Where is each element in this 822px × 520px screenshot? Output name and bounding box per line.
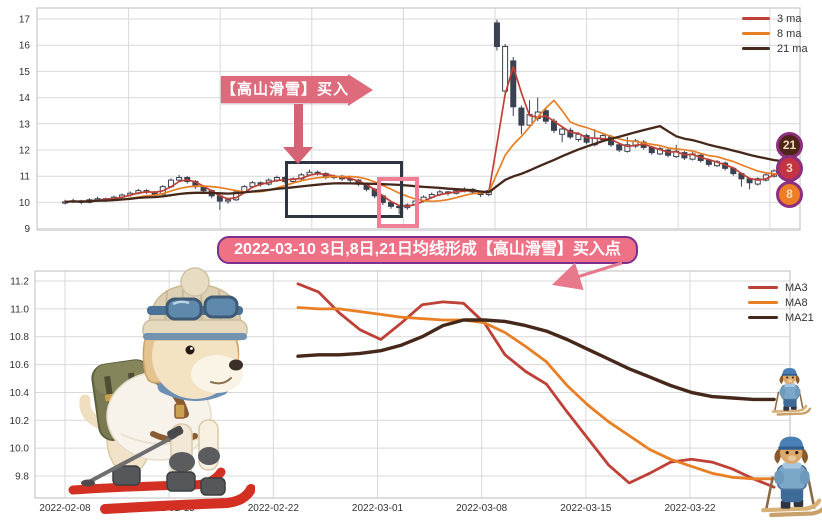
legend-line-swatch xyxy=(748,315,778,320)
top-chart-legend: 3 ma 8 ma 21 ma xyxy=(742,11,808,56)
pixel-skier-icon xyxy=(761,436,822,518)
legend-label: 8 ma xyxy=(777,27,802,40)
legend-line-swatch xyxy=(748,300,778,305)
legend-label: MA8 xyxy=(785,296,808,309)
svg-text:2022-03-01: 2022-03-01 xyxy=(352,503,404,514)
legend-line-swatch xyxy=(742,32,770,35)
pixel-skier-icon xyxy=(771,367,812,416)
svg-text:14: 14 xyxy=(19,93,31,104)
pink-highlight-box xyxy=(377,177,419,228)
bottom-chart-legend: MA3 MA8 MA21 xyxy=(748,280,814,325)
svg-text:17: 17 xyxy=(19,15,31,26)
down-arrow-icon xyxy=(294,104,303,148)
legend-label: MA3 xyxy=(785,281,808,294)
banner-pointer-arrow-icon xyxy=(551,261,623,291)
svg-text:2022-03-15: 2022-03-15 xyxy=(560,503,612,514)
legend-line-swatch xyxy=(742,17,770,20)
buy-point-banner: 2022-03-10 3日,8日,21日均线形成【高山滑雪】买入点 xyxy=(217,236,638,264)
down-arrow-head-icon xyxy=(283,147,313,164)
legend-item: MA8 xyxy=(748,295,814,310)
svg-text:10.0: 10.0 xyxy=(10,444,30,455)
ma8-badge: 8 xyxy=(776,181,803,208)
legend-item: 21 ma xyxy=(742,41,808,56)
legend-label: MA21 xyxy=(785,311,814,324)
ribbon-right-arrow-icon xyxy=(348,73,373,106)
legend-item: 8 ma xyxy=(742,26,808,41)
buy-point-ribbon-annotation: 【高山滑雪】买入点 xyxy=(221,76,364,103)
svg-text:11.2: 11.2 xyxy=(10,277,29,288)
legend-line-swatch xyxy=(748,285,778,290)
svg-text:10.4: 10.4 xyxy=(10,388,30,399)
svg-text:15: 15 xyxy=(19,67,31,78)
svg-text:10: 10 xyxy=(19,198,31,209)
svg-text:10.8: 10.8 xyxy=(10,332,30,343)
ma21-badge: 21 xyxy=(776,132,803,159)
svg-text:9: 9 xyxy=(24,224,30,235)
legend-label: 3 ma xyxy=(777,12,802,25)
legend-item: 3 ma xyxy=(742,11,808,26)
legend-item: MA3 xyxy=(748,280,814,295)
svg-text:12: 12 xyxy=(19,146,31,157)
svg-text:10.6: 10.6 xyxy=(10,360,30,371)
svg-text:2022-03-22: 2022-03-22 xyxy=(664,503,716,514)
dark-highlight-box xyxy=(285,161,403,218)
dog-skier-image xyxy=(55,266,255,516)
svg-text:16: 16 xyxy=(19,41,31,52)
svg-text:9.8: 9.8 xyxy=(15,472,29,483)
ma3-badge: 3 xyxy=(776,155,803,182)
svg-text:11.0: 11.0 xyxy=(10,304,29,315)
svg-text:11: 11 xyxy=(20,172,31,183)
svg-text:2022-02-22: 2022-02-22 xyxy=(248,503,300,514)
legend-label: 21 ma xyxy=(777,42,808,55)
legend-item: MA21 xyxy=(748,310,814,325)
legend-line-swatch xyxy=(742,47,770,50)
svg-text:2022-02-08: 2022-02-08 xyxy=(39,503,91,514)
svg-text:13: 13 xyxy=(19,119,31,130)
svg-text:2022-03-08: 2022-03-08 xyxy=(456,503,508,514)
svg-text:10.2: 10.2 xyxy=(10,416,30,427)
